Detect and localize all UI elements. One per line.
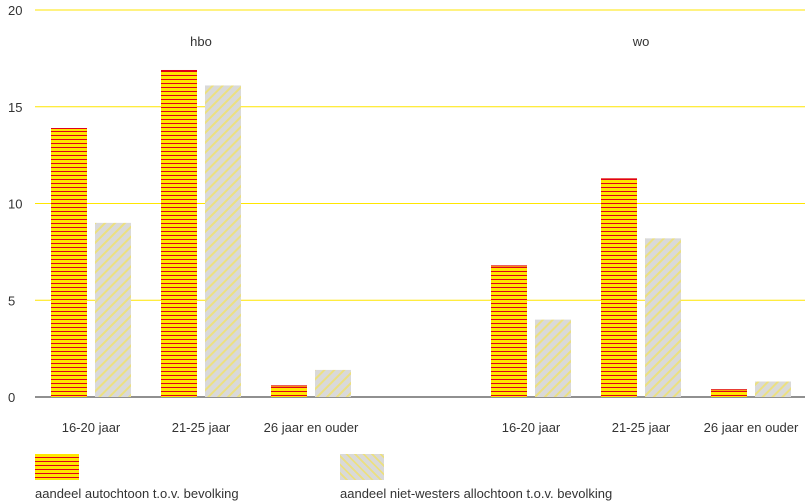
bar xyxy=(271,385,307,397)
bar xyxy=(755,382,791,397)
y-tick-label: 15 xyxy=(8,100,22,115)
group-label: wo xyxy=(632,34,650,49)
group-label: hbo xyxy=(190,34,212,49)
legend-item-allochtoon: aandeel niet-westers allochtoon t.o.v. b… xyxy=(340,454,384,480)
x-tick-label: 26 jaar en ouder xyxy=(704,420,799,435)
x-tick-label: 21-25 jaar xyxy=(172,420,231,435)
y-tick-label: 20 xyxy=(8,3,22,18)
legend-swatch-autochtoon xyxy=(35,454,79,480)
bar xyxy=(315,370,351,397)
bar xyxy=(95,223,131,397)
legend-label-allochtoon: aandeel niet-westers allochtoon t.o.v. b… xyxy=(340,486,612,501)
bar xyxy=(535,320,571,397)
bar xyxy=(161,70,197,397)
legend-item-autochtoon: aandeel autochtoon t.o.v. bevolking xyxy=(35,454,79,480)
legend-swatch-allochtoon xyxy=(340,454,384,480)
legend-label-autochtoon: aandeel autochtoon t.o.v. bevolking xyxy=(35,486,239,501)
x-tick-label: 21-25 jaar xyxy=(612,420,671,435)
y-tick-label: 5 xyxy=(8,293,15,308)
x-tick-label: 16-20 jaar xyxy=(502,420,561,435)
bar xyxy=(51,128,87,397)
bar xyxy=(205,85,241,397)
bar xyxy=(645,238,681,397)
bar xyxy=(711,389,747,397)
bar xyxy=(601,178,637,397)
x-tick-label: 26 jaar en ouder xyxy=(264,420,359,435)
y-tick-label: 10 xyxy=(8,197,22,212)
x-tick-label: 16-20 jaar xyxy=(62,420,121,435)
bar xyxy=(491,265,527,397)
y-tick-label: 0 xyxy=(8,390,15,405)
